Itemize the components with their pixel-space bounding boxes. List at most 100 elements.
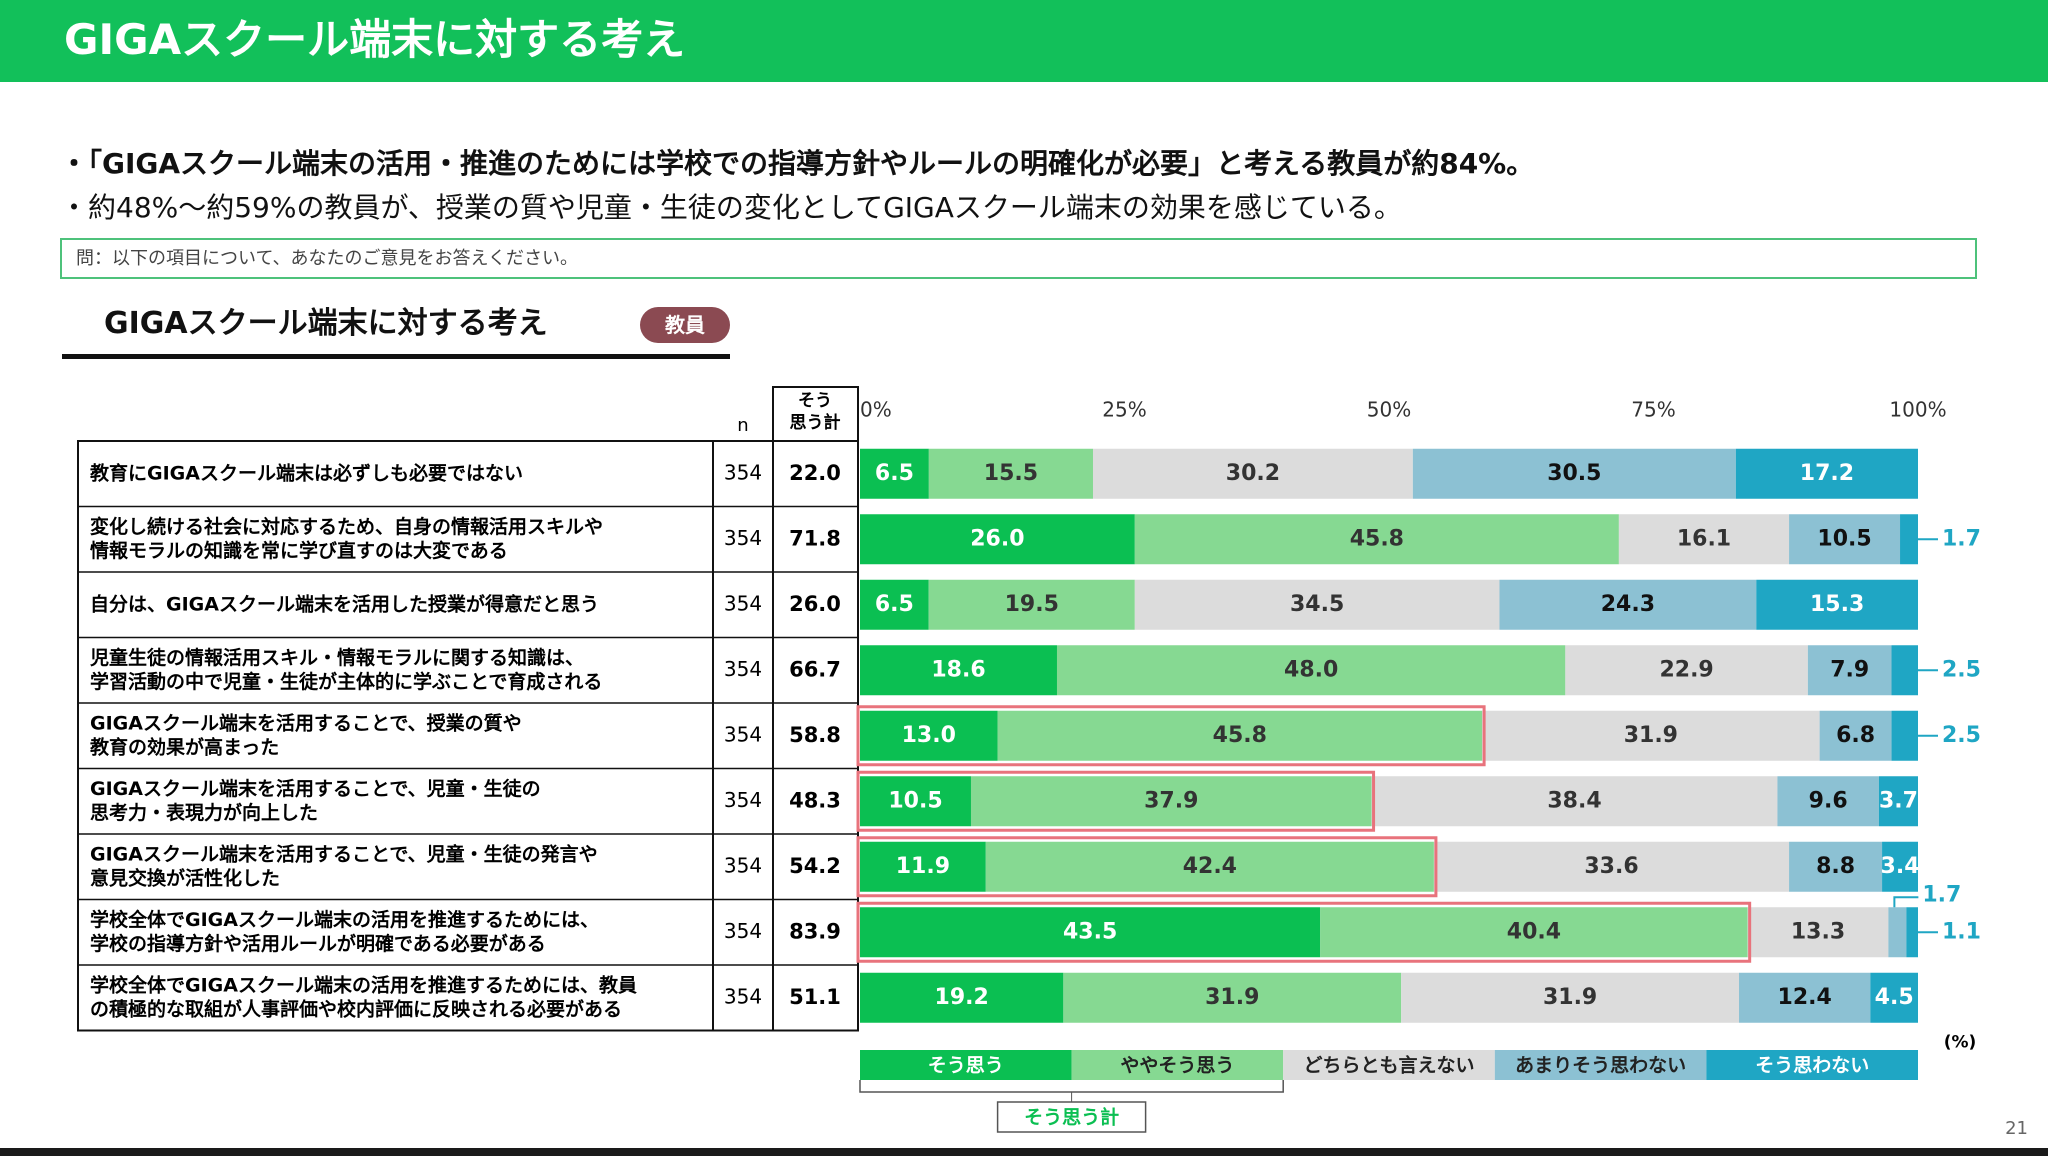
bar-value-label: 31.9 (1205, 985, 1259, 1010)
row-n-value: 354 (724, 526, 762, 550)
bar-value-label: 30.5 (1547, 461, 1601, 486)
bar-segment (1320, 907, 1748, 958)
row-sum-value: 66.7 (789, 657, 841, 681)
bar-segment (928, 448, 1093, 499)
sum-bracket (859, 1080, 1284, 1093)
bar-value-label: 34.5 (1290, 592, 1344, 617)
bar-value-label: 15.3 (1810, 592, 1864, 617)
x-tick-label: 25% (1102, 398, 1146, 422)
row-sum-value: 22.0 (789, 461, 841, 485)
bar-segment (1756, 579, 1918, 630)
bar-value-label: 4.5 (1875, 985, 1914, 1010)
legend-swatch (1706, 1050, 1918, 1080)
row-sum-value: 26.0 (789, 592, 841, 616)
bar-value-label: 6.5 (875, 461, 914, 486)
bullet-point-2: ・約48%～約59%の教員が、授業の質や児童・生徒の変化としてGIGAスクール端… (60, 191, 1402, 224)
bar-value-label: 31.9 (1543, 985, 1597, 1010)
legend-label: そう思う (928, 1055, 1004, 1077)
bar-segment (860, 448, 929, 499)
legend-swatch (1071, 1050, 1284, 1080)
row-label: 児童生徒の情報活用スキル・情報モラルに関する知識は、 (89, 646, 584, 669)
respondent-badge: 教員 (640, 307, 730, 343)
bar-value-label: 19.2 (935, 985, 989, 1010)
bar-value-label: 15.5 (984, 461, 1038, 486)
bar-segment (1878, 776, 1918, 827)
bar-value-label: 8.8 (1816, 854, 1855, 879)
bar-segment (1747, 907, 1889, 958)
row-n-value: 354 (724, 722, 762, 746)
bar-value-label: 26.0 (970, 526, 1024, 551)
sum-label-box (996, 1101, 1147, 1133)
legend-label: どちらとも言えない (1303, 1054, 1474, 1077)
row-label: GIGAスクール端末を活用することで、児童・生徒の (90, 777, 541, 800)
bar-value-callout: 1.7 (1922, 882, 1961, 907)
bar-value-label: 12.4 (1778, 985, 1832, 1010)
bar-segment (1565, 645, 1808, 696)
bar-value-label: 16.1 (1677, 526, 1731, 551)
bar-value-label: 18.6 (931, 657, 985, 682)
legend-swatch (1494, 1050, 1707, 1080)
bar-segment (860, 710, 998, 761)
row-label: 変化し続ける社会に対応するため、自身の情報活用スキルや (90, 515, 603, 538)
row-label: GIGAスクール端末を活用することで、児童・生徒の発言や (90, 842, 598, 865)
bar-segment (928, 579, 1135, 630)
row-label: の積極的な取組が人事評価や校内評価に反映される必要がある (90, 997, 622, 1020)
row-label: 情報モラルの知識を常に学び直すのは大変である (90, 539, 508, 562)
row-label: 学習活動の中で児童・生徒が主体的に学ぶことで育成される (90, 670, 602, 693)
bar-segment (860, 972, 1064, 1023)
legend-swatch (1283, 1050, 1495, 1080)
row-n-value: 354 (724, 460, 762, 484)
bar-segment (1906, 907, 1918, 958)
x-tick-label: 100% (1889, 398, 1946, 422)
bar-value-label: 17.2 (1800, 461, 1854, 486)
bar-value-callout: 1.1 (1942, 919, 1981, 944)
bar-value-label: 3.4 (1881, 854, 1920, 879)
question-box: 問：以下の項目について、あなたのご意見をお答えください。 (60, 238, 1977, 279)
bar-segment (860, 907, 1321, 958)
bar-segment (1134, 514, 1619, 565)
bar-value-label: 45.8 (1350, 526, 1404, 551)
legend-label: ややそう思う (1120, 1055, 1234, 1077)
bar-value-label: 38.4 (1547, 788, 1601, 813)
n-header: n (737, 415, 748, 436)
bullet-point-1: ・「GIGAスクール端末の活用・推進のためには学校での指導方針やルールの明確化が… (60, 147, 1535, 180)
bar-segment (1499, 579, 1757, 630)
bar-value-label: 11.9 (896, 854, 950, 879)
legend-swatch (860, 1050, 1072, 1080)
row-n-value: 354 (724, 984, 762, 1008)
page-title: GIGAスクール端末に対する考え (64, 15, 686, 64)
bar-segment (1433, 841, 1790, 892)
bar-value-label: 6.8 (1836, 723, 1875, 748)
bar-segment (1056, 645, 1566, 696)
title-bar: GIGAスクール端末に対する考え (0, 0, 2048, 82)
bar-segment (1789, 514, 1901, 565)
bar-segment (1789, 841, 1883, 892)
row-n-value: 354 (724, 788, 762, 812)
bar-value-label: 3.7 (1879, 788, 1918, 813)
bar-value-label: 33.6 (1584, 854, 1638, 879)
bar-value-label: 13.0 (902, 723, 956, 748)
bar-value-label: 40.4 (1507, 919, 1561, 944)
x-tick-label: 50% (1367, 398, 1411, 422)
row-sum-value: 54.2 (789, 854, 841, 878)
bar-value-label: 31.9 (1624, 723, 1678, 748)
unit-label: (%) (1944, 1033, 1977, 1053)
row-label: GIGAスクール端末を活用することで、授業の質や (90, 711, 522, 734)
bar-segment (1371, 776, 1778, 827)
bar-value-callout: 2.5 (1942, 657, 1981, 682)
bar-value-label: 30.2 (1226, 461, 1280, 486)
legend-label: あまりそう思わない (1515, 1055, 1686, 1077)
bar-segment (1401, 972, 1740, 1023)
bar-segment (860, 776, 971, 827)
bar-segment (1482, 710, 1820, 761)
bar-segment (860, 645, 1057, 696)
bar-segment (1891, 710, 1918, 761)
sum-header-label: そう (798, 391, 832, 411)
row-sum-value: 48.3 (789, 788, 841, 812)
bar-segment (1882, 841, 1918, 892)
row-sum-value: 51.1 (789, 985, 841, 1009)
callout-leader (1893, 896, 1919, 908)
bar-segment (1134, 579, 1500, 630)
bar-segment (1891, 645, 1918, 696)
